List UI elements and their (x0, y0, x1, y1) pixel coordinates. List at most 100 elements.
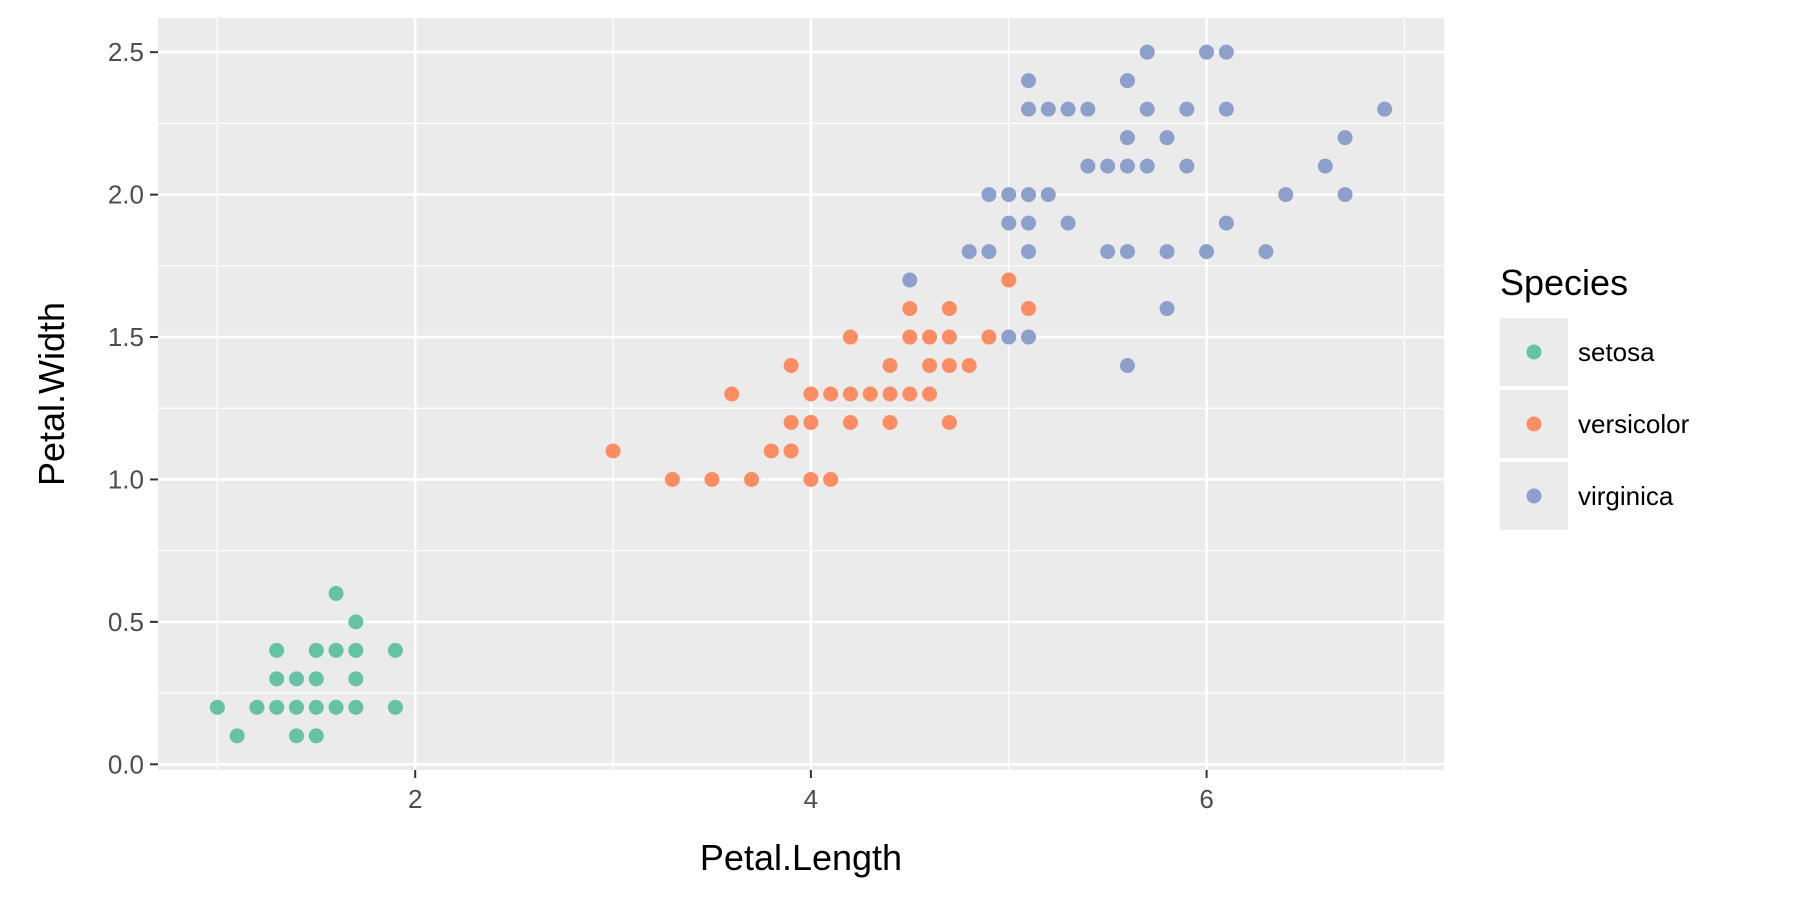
data-point-setosa (387, 642, 403, 658)
data-point-versicolor (724, 386, 740, 402)
data-point-versicolor (941, 329, 957, 345)
y-axis: 0.0 0.5 1.0 1.5 2.0 2.5 (108, 37, 158, 779)
data-point-versicolor (783, 358, 799, 374)
data-point-setosa (328, 642, 344, 658)
data-point-versicolor (862, 386, 878, 402)
y-tick-label: 2.0 (108, 180, 144, 210)
data-point-virginica (1317, 158, 1333, 174)
data-point-virginica (1021, 329, 1037, 345)
data-point-setosa (308, 671, 324, 687)
data-point-virginica (1021, 187, 1037, 203)
data-point-versicolor (882, 358, 898, 374)
legend-key-point (1526, 488, 1542, 504)
data-point-virginica (1060, 215, 1076, 231)
y-tick-label: 2.5 (108, 37, 144, 67)
legend-item-versicolor: versicolor (1500, 390, 1690, 458)
data-point-versicolor (922, 358, 938, 374)
data-point-virginica (1199, 44, 1215, 60)
series-versicolor (605, 272, 1037, 487)
data-point-versicolor (763, 443, 779, 459)
data-point-setosa (209, 699, 225, 715)
data-point-versicolor (1001, 272, 1017, 288)
data-point-versicolor (823, 386, 839, 402)
data-point-virginica (1377, 101, 1393, 117)
data-point-virginica (961, 244, 977, 260)
data-point-versicolor (744, 471, 760, 487)
data-point-virginica (1139, 44, 1155, 60)
data-point-virginica (1001, 329, 1017, 345)
data-point-virginica (1159, 130, 1175, 146)
minor-gridlines (158, 18, 1444, 770)
data-point-virginica (1139, 101, 1155, 117)
data-point-virginica (1021, 73, 1037, 89)
data-point-versicolor (941, 301, 957, 317)
data-point-versicolor (922, 329, 938, 345)
x-tick-label: 6 (1199, 784, 1213, 814)
data-point-versicolor (842, 386, 858, 402)
data-point-setosa (387, 699, 403, 715)
data-points (209, 44, 1393, 744)
data-point-virginica (1119, 73, 1135, 89)
data-point-versicolor (605, 443, 621, 459)
data-point-versicolor (922, 386, 938, 402)
data-point-versicolor (882, 414, 898, 430)
data-point-virginica (1199, 244, 1215, 260)
data-point-virginica (1119, 358, 1135, 374)
data-point-versicolor (704, 471, 720, 487)
x-tick-label: 4 (804, 784, 818, 814)
data-point-virginica (1040, 101, 1056, 117)
x-axis: 2 4 6 (408, 770, 1214, 814)
series-setosa (209, 585, 403, 744)
data-point-versicolor (803, 471, 819, 487)
data-point-setosa (288, 699, 304, 715)
y-tick-label: 1.0 (108, 464, 144, 494)
data-point-setosa (288, 728, 304, 744)
data-point-setosa (249, 699, 265, 715)
data-point-virginica (1080, 158, 1096, 174)
data-point-setosa (348, 642, 364, 658)
data-point-setosa (348, 699, 364, 715)
data-point-setosa (348, 671, 364, 687)
data-point-virginica (1001, 215, 1017, 231)
data-point-virginica (981, 187, 997, 203)
data-point-virginica (1179, 158, 1195, 174)
data-point-versicolor (803, 386, 819, 402)
data-point-versicolor (823, 471, 839, 487)
data-point-virginica (1139, 158, 1155, 174)
legend-item-virginica: virginica (1500, 462, 1674, 530)
data-point-setosa (348, 614, 364, 630)
data-point-versicolor (941, 414, 957, 430)
x-tick-label: 2 (408, 784, 422, 814)
legend-items: setosa versicolor virginica (1500, 318, 1690, 530)
data-point-versicolor (1021, 301, 1037, 317)
data-point-versicolor (803, 414, 819, 430)
data-point-virginica (1119, 130, 1135, 146)
legend-key-point (1526, 416, 1542, 432)
data-point-virginica (1337, 130, 1353, 146)
data-point-setosa (229, 728, 245, 744)
series-virginica (902, 44, 1393, 374)
data-point-setosa (308, 642, 324, 658)
legend: Species setosa versicolor virginica (1500, 262, 1690, 530)
data-point-virginica (1100, 244, 1116, 260)
data-point-versicolor (664, 471, 680, 487)
data-point-virginica (1040, 187, 1056, 203)
data-point-virginica (1060, 101, 1076, 117)
legend-label: versicolor (1578, 409, 1690, 439)
legend-label: setosa (1578, 337, 1655, 367)
data-point-virginica (1100, 158, 1116, 174)
data-point-versicolor (981, 329, 997, 345)
legend-key-point (1526, 344, 1542, 360)
data-point-virginica (1159, 301, 1175, 317)
legend-item-setosa: setosa (1500, 318, 1655, 386)
data-point-virginica (1021, 215, 1037, 231)
data-point-virginica (1179, 101, 1195, 117)
data-point-virginica (1021, 244, 1037, 260)
data-point-versicolor (902, 301, 918, 317)
y-axis-title: Petal.Width (31, 302, 72, 486)
plot-panel (158, 18, 1444, 770)
data-point-virginica (1159, 244, 1175, 260)
data-point-virginica (902, 272, 918, 288)
data-point-virginica (1080, 101, 1096, 117)
data-point-virginica (1337, 187, 1353, 203)
